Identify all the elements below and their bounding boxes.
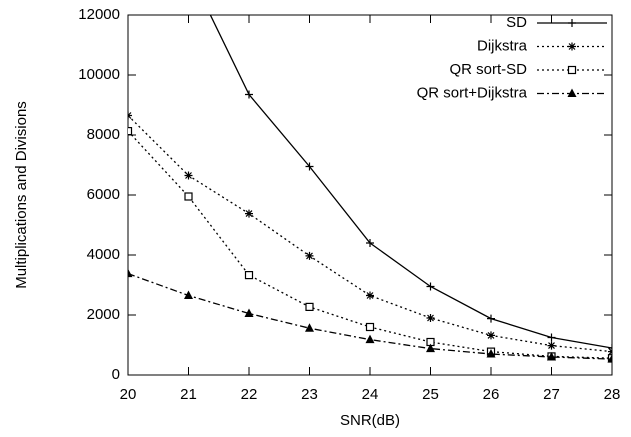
- legend-marker: [567, 65, 577, 75]
- legend-marker: [567, 88, 577, 97]
- point: [184, 192, 193, 201]
- y-tick-label: 8000: [87, 126, 120, 143]
- y-axis-title: Multiplications and Divisions: [13, 101, 30, 289]
- legend-label: QR sort-SD: [449, 61, 527, 78]
- x-tick-label: 27: [543, 386, 560, 403]
- legend-marker: [568, 19, 576, 27]
- y-tick-label: 2000: [87, 306, 120, 323]
- point: [426, 343, 435, 353]
- point: [486, 349, 496, 358]
- legend-label: QR sort+Dijkstra: [417, 84, 528, 101]
- point: [487, 331, 495, 340]
- point: [184, 290, 193, 299]
- legend-marker: [568, 42, 576, 51]
- y-tick-label: 12000: [78, 6, 120, 23]
- x-tick-label: 22: [241, 386, 258, 403]
- point: [366, 291, 374, 300]
- x-tick-label: 25: [422, 386, 439, 403]
- y-tick-label: 4000: [87, 246, 120, 263]
- x-tick-label: 24: [362, 386, 379, 403]
- series-line: [209, 15, 612, 349]
- point: [244, 271, 254, 280]
- legend-label: Dijkstra: [477, 37, 528, 54]
- point: [245, 90, 253, 99]
- x-tick-label: 28: [604, 386, 621, 403]
- plot-frame: [127, 14, 613, 376]
- point: [305, 302, 314, 311]
- point: [305, 323, 314, 332]
- point: [487, 314, 495, 323]
- point: [365, 334, 375, 344]
- point: [128, 126, 133, 136]
- point: [184, 171, 193, 180]
- x-tick-label: 26: [483, 386, 500, 403]
- point: [426, 314, 435, 322]
- point: [305, 162, 314, 171]
- legend-label: SD: [506, 14, 527, 31]
- point: [608, 344, 612, 352]
- point: [607, 354, 612, 363]
- x-tick-label: 23: [301, 386, 318, 403]
- point: [244, 308, 254, 317]
- plot-area: [128, 15, 612, 363]
- point: [128, 111, 132, 120]
- x-tick-label: 21: [180, 386, 197, 403]
- y-tick-label: 10000: [78, 66, 120, 83]
- point: [547, 341, 556, 350]
- point: [128, 268, 133, 278]
- series-line: [128, 272, 612, 360]
- point: [547, 333, 556, 342]
- point: [305, 251, 314, 260]
- x-axis-title: SNR(dB): [340, 412, 400, 429]
- point: [245, 209, 253, 218]
- point: [366, 239, 374, 247]
- y-tick-label: 6000: [87, 186, 120, 203]
- point: [426, 282, 435, 291]
- x-tick-label: 20: [120, 386, 137, 403]
- point: [547, 352, 556, 361]
- y-tick-label: 0: [112, 366, 120, 383]
- series-line: [128, 115, 612, 353]
- point: [365, 322, 375, 332]
